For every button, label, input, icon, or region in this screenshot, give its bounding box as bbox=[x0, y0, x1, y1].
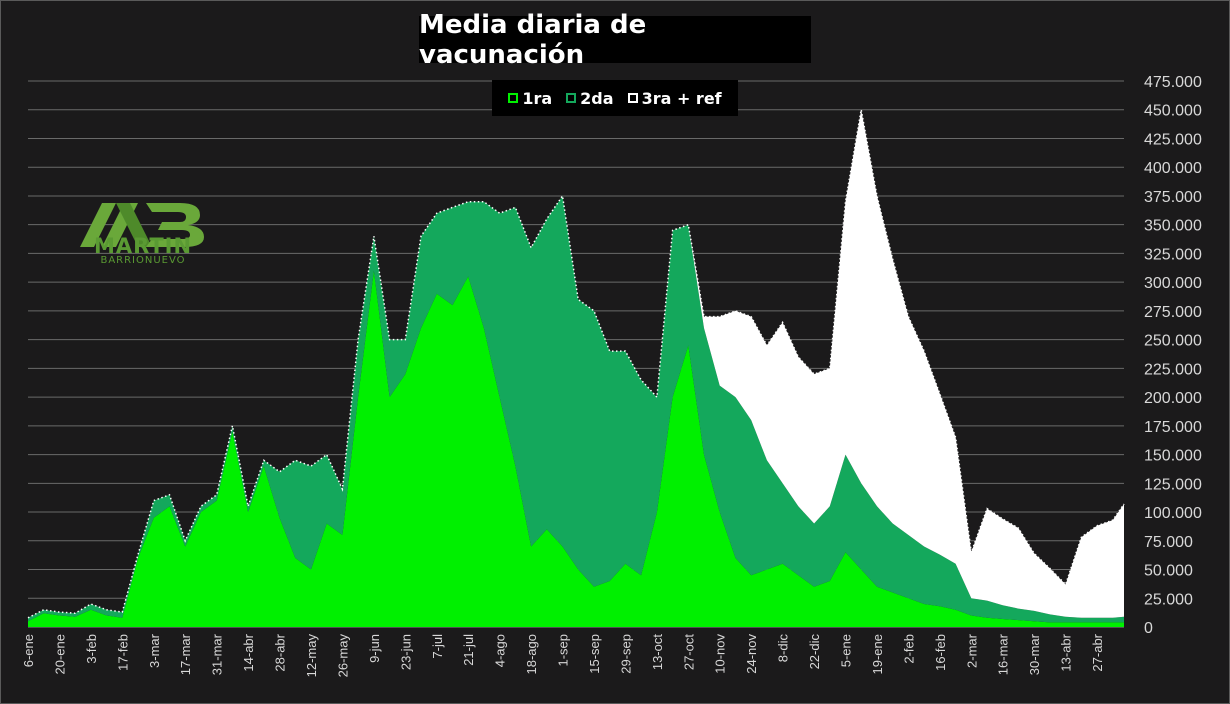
y-tick-label: 350.000 bbox=[1144, 218, 1202, 235]
x-tick-label: 9-jun bbox=[367, 634, 382, 663]
x-tick-label: 21-jul bbox=[461, 634, 476, 666]
x-tick-label: 31-mar bbox=[210, 633, 225, 675]
legend-item-1ra: 1ra bbox=[508, 89, 552, 108]
series-area-2 bbox=[28, 109, 1124, 618]
y-tick-label: 325.000 bbox=[1144, 246, 1202, 263]
x-tick-label: 28-abr bbox=[273, 633, 288, 671]
y-tick-label: 125.000 bbox=[1144, 476, 1202, 493]
y-tick-label: 300.000 bbox=[1144, 275, 1202, 292]
x-tick-label: 29-sep bbox=[618, 634, 633, 674]
x-tick-label: 7-jul bbox=[430, 634, 445, 659]
brand-logo-name: MARTIN bbox=[93, 234, 193, 258]
x-tick-label: 8-dic bbox=[776, 634, 791, 663]
total-outline bbox=[27, 109, 1125, 619]
x-tick-label: 20-ene bbox=[52, 634, 67, 674]
legend-label-3ra-ref: 3ra + ref bbox=[641, 88, 722, 108]
x-tick-label: 4-ago bbox=[493, 634, 508, 667]
legend-swatch-1ra bbox=[508, 93, 519, 103]
y-tick-label: 100.000 bbox=[1144, 505, 1202, 522]
y-tick-label: 450.000 bbox=[1144, 103, 1202, 120]
y-tick-label: 200.000 bbox=[1144, 390, 1202, 407]
y-tick-label: 0 bbox=[1144, 620, 1153, 637]
x-tick-label: 19-ene bbox=[870, 634, 885, 674]
x-tick-label: 22-dic bbox=[807, 634, 822, 670]
brand-logo bbox=[80, 203, 204, 247]
x-tick-label: 17-mar bbox=[178, 633, 193, 675]
y-tick-label: 475.000 bbox=[1144, 74, 1202, 91]
legend-label-2da: 2da bbox=[580, 88, 614, 108]
y-tick-label: 175.000 bbox=[1144, 419, 1202, 436]
x-tick-label: 2-mar bbox=[964, 633, 979, 668]
legend-item-2da: 2da bbox=[566, 88, 614, 108]
legend-label-1ra: 1ra bbox=[522, 88, 553, 108]
y-tick-label: 150.000 bbox=[1144, 448, 1202, 465]
x-tick-label: 18-ago bbox=[524, 634, 539, 674]
x-tick-label: 13-abr bbox=[1059, 633, 1074, 671]
x-tick-label: 17-feb bbox=[115, 634, 130, 671]
x-tick-label: 27-oct bbox=[681, 634, 696, 671]
legend-swatch-3ra-ref bbox=[627, 93, 638, 103]
x-tick-label: 5-ene bbox=[839, 634, 854, 667]
series-area-1 bbox=[28, 195, 1124, 623]
y-tick-label: 275.000 bbox=[1144, 304, 1202, 321]
y-tick-label: 50.000 bbox=[1144, 563, 1193, 580]
legend-item-3ra-ref: 3ra + ref bbox=[627, 88, 722, 108]
chart-title: Media diaria de vacunación bbox=[419, 10, 811, 70]
x-tick-label: 2-feb bbox=[901, 634, 916, 664]
x-tick-label: 23-jun bbox=[398, 634, 413, 670]
x-tick-label: 3-feb bbox=[84, 634, 99, 664]
y-tick-label: 375.000 bbox=[1144, 189, 1202, 206]
y-tick-label: 225.000 bbox=[1144, 361, 1202, 378]
y-tick-label: 25.000 bbox=[1144, 591, 1193, 608]
x-tick-label: 14-abr bbox=[241, 633, 256, 671]
x-tick-label: 1-sep bbox=[556, 634, 571, 667]
x-tick-label: 27-abr bbox=[1090, 633, 1105, 671]
x-tick-label: 15-sep bbox=[587, 634, 602, 674]
x-tick-label: 3-mar bbox=[147, 633, 162, 668]
x-tick-label: 16-mar bbox=[996, 633, 1011, 675]
x-tick-label: 6-ene bbox=[21, 634, 36, 667]
x-tick-label: 24-nov bbox=[744, 634, 759, 674]
series-area-0 bbox=[28, 270, 1124, 627]
y-tick-label: 75.000 bbox=[1144, 534, 1193, 551]
y-tick-label: 425.000 bbox=[1144, 131, 1202, 148]
y-tick-label: 400.000 bbox=[1144, 160, 1202, 177]
x-tick-label: 16-feb bbox=[933, 634, 948, 671]
x-tick-label: 30-mar bbox=[1027, 633, 1042, 675]
x-tick-label: 12-may bbox=[304, 634, 319, 678]
brand-logo-surname: BARRIONUEVO bbox=[100, 255, 186, 266]
x-tick-label: 13-oct bbox=[650, 634, 665, 671]
x-tick-label: 10-nov bbox=[713, 634, 728, 674]
legend: 1ra 2da 3ra + ref bbox=[492, 80, 738, 116]
x-tick-label: 26-may bbox=[335, 634, 350, 678]
y-tick-label: 250.000 bbox=[1144, 333, 1202, 350]
legend-swatch-2da bbox=[566, 93, 577, 103]
